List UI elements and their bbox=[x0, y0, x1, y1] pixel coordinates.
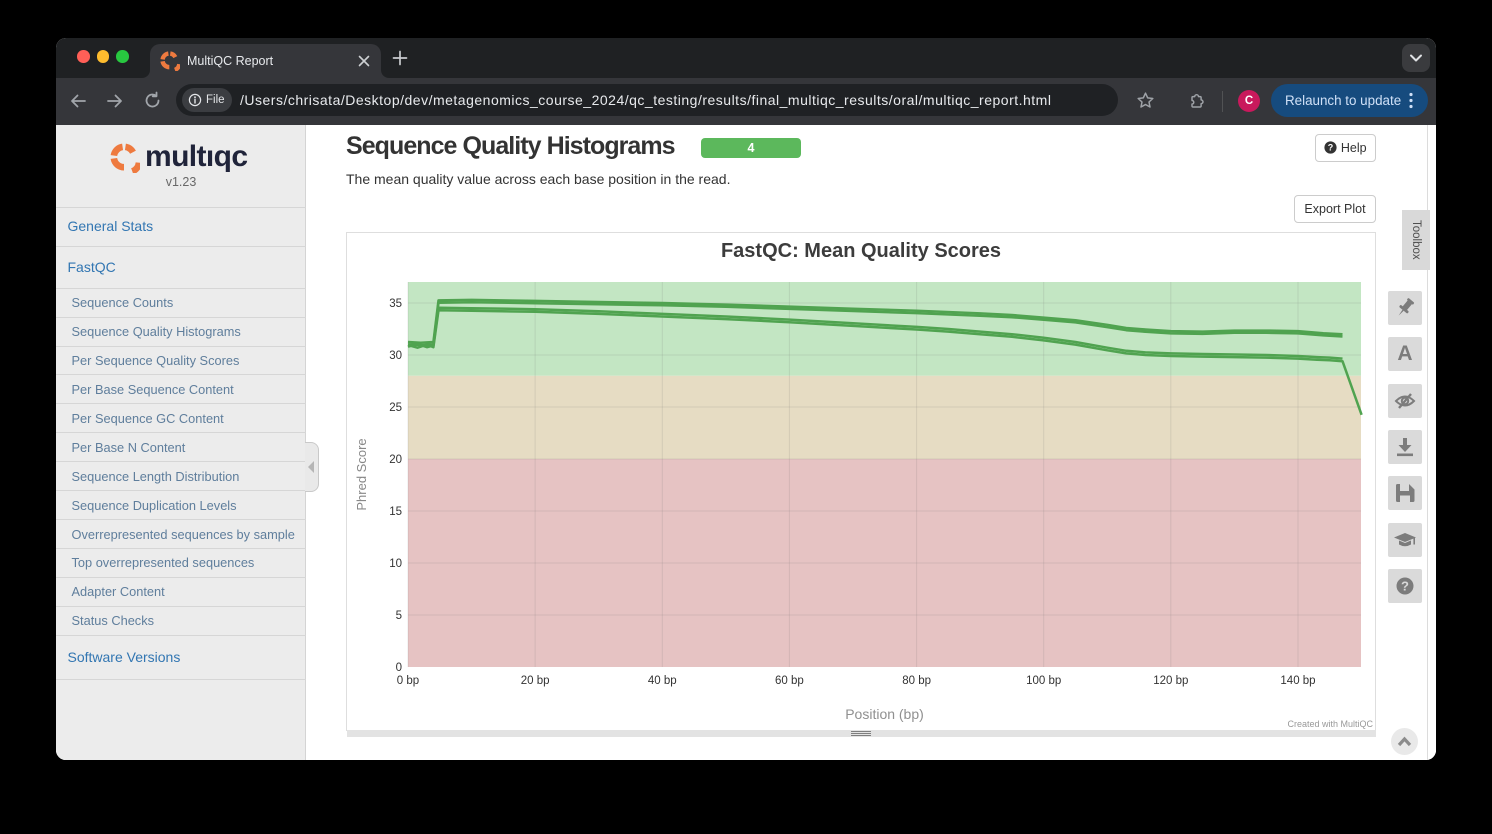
svg-text:Phred Score: Phred Score bbox=[354, 438, 369, 510]
svg-text:100 bp: 100 bp bbox=[1026, 675, 1061, 687]
svg-text:60 bp: 60 bp bbox=[775, 675, 804, 687]
svg-text:120 bp: 120 bp bbox=[1153, 675, 1188, 687]
svg-text:0 bp: 0 bp bbox=[397, 675, 419, 687]
svg-text:?: ? bbox=[1401, 578, 1409, 593]
svg-text:80 bp: 80 bp bbox=[902, 675, 931, 687]
svg-text:10: 10 bbox=[389, 558, 402, 570]
svg-text:Created with MultiQC: Created with MultiQC bbox=[1287, 719, 1373, 729]
svg-text:40 bp: 40 bp bbox=[648, 675, 677, 687]
svg-text:20: 20 bbox=[389, 454, 402, 466]
svg-text:20 bp: 20 bp bbox=[521, 675, 550, 687]
svg-text:Position (bp): Position (bp) bbox=[845, 706, 924, 722]
svg-text:?: ? bbox=[1328, 143, 1334, 153]
svg-text:FastQC: Mean Quality Scores: FastQC: Mean Quality Scores bbox=[721, 240, 1001, 262]
svg-text:30: 30 bbox=[389, 350, 402, 362]
svg-text:15: 15 bbox=[389, 506, 402, 518]
svg-text:35: 35 bbox=[389, 298, 402, 310]
svg-text:5: 5 bbox=[396, 610, 402, 622]
svg-text:140 bp: 140 bp bbox=[1280, 675, 1315, 687]
svg-text:0: 0 bbox=[396, 662, 402, 674]
svg-text:25: 25 bbox=[389, 402, 402, 414]
